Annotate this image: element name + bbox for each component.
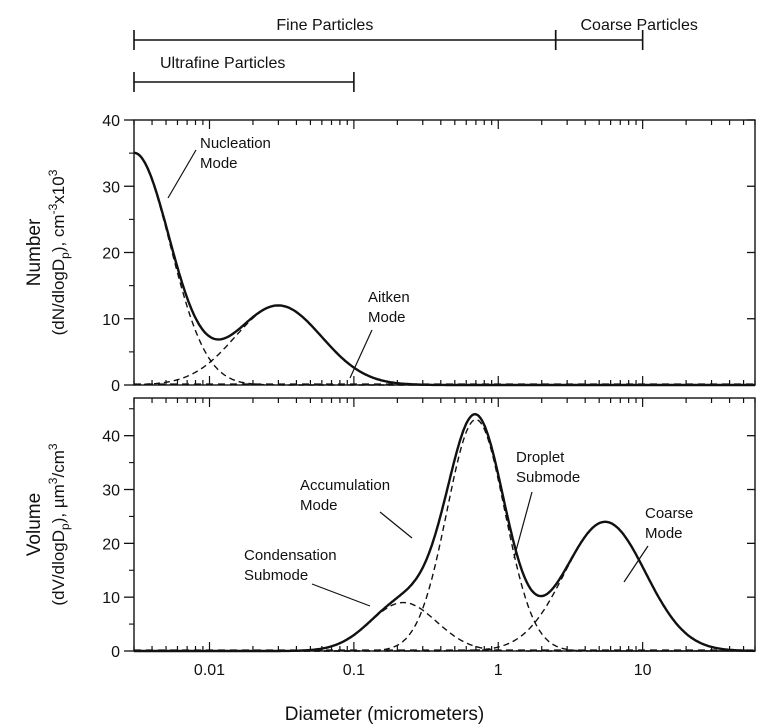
y-axis-label-line2: (dN/dlogDp), cm-3x103	[46, 169, 72, 335]
annotation-label: Nucleation	[200, 135, 271, 152]
y-axis-label-part: 3	[46, 443, 60, 450]
annotation-label: Coarse	[645, 505, 693, 522]
y-axis-label-part: ), cm	[49, 214, 68, 252]
y-tick-label: 30	[102, 179, 120, 196]
volume-distribution-panel: 0 10 20 30 40 Accumulation Mode Droplet Submode C…	[24, 397, 756, 661]
annotation-leader	[513, 491, 533, 559]
y-tick-label: 40	[102, 429, 120, 446]
annotation-label: Mode	[645, 525, 683, 542]
size-range-label: Fine Particles	[276, 17, 373, 34]
y-axis-label-part: -3	[46, 203, 60, 214]
total-distribution-curve	[133, 151, 755, 387]
annotation-leader	[349, 329, 373, 379]
size-range-label: Ultrafine Particles	[160, 55, 285, 72]
y-axis-label-line2: (dV/dlogDp), µm3/cm3	[46, 443, 72, 605]
annotation-label: Accumulation	[300, 477, 390, 494]
nucleation-mode-curve	[133, 152, 755, 386]
y-axis-label-line1: Number	[24, 218, 45, 286]
condensation-mode-curve	[134, 601, 755, 652]
annotation-label: Droplet	[516, 449, 565, 466]
y-tick-label: 20	[102, 536, 120, 553]
y-tick-label: 30	[102, 483, 120, 500]
y-axis-label-part: p	[58, 252, 72, 259]
y-axis-label-part: (dN/dlogD	[49, 259, 68, 336]
y-axis-label-part: 3	[46, 169, 60, 176]
x-axis-label: Diameter (micrometers)	[285, 704, 485, 725]
x-tick-label: 10	[634, 662, 652, 679]
annotation-label: Submode	[516, 469, 580, 486]
annotation-label: Mode	[300, 497, 338, 514]
y-tick-label: 20	[102, 246, 120, 263]
annotation-leader	[167, 149, 197, 199]
x-tick-label: 0.01	[194, 662, 225, 679]
y-axis-label-part: 3	[46, 477, 60, 484]
y-axis-label-part: (dV/dlogD	[49, 530, 68, 606]
annotation-leader	[379, 511, 413, 539]
annotation-leader	[311, 583, 371, 607]
annotation-label: Submode	[244, 567, 308, 584]
annotation-label: Mode	[200, 155, 238, 172]
x-tick-label: 0.1	[343, 662, 365, 679]
y-tick-label: 0	[111, 644, 120, 661]
annotation-label: Mode	[368, 309, 406, 326]
x-axis: Diameter (micrometers) 0.01 0.1 1 10	[194, 662, 652, 725]
annotation-leader	[623, 545, 649, 583]
y-axis-label-part: ), µm	[49, 484, 68, 523]
y-axis-label-part: x10	[49, 176, 68, 203]
y-tick-label: 10	[102, 590, 120, 607]
y-axis-label-line1: Volume	[24, 493, 45, 556]
annotation-label: Aitken	[368, 289, 410, 306]
x-tick-label: 1	[494, 662, 503, 679]
y-axis-label-part: p	[58, 523, 72, 530]
y-axis-label-part: /cm	[49, 450, 68, 477]
number-distribution-panel: 0 10 20 30 40 Nucleation Mode Aitken Mode Number(…	[24, 113, 756, 395]
annotation-label: Condensation	[244, 547, 337, 564]
aitken-mode-curve	[134, 304, 755, 386]
size-range-label: Coarse Particles	[580, 17, 697, 34]
total-distribution-curve	[134, 412, 756, 653]
size-range-bars: Fine Particles Coarse Particles Ultrafine …	[133, 17, 698, 92]
y-tick-label: 10	[102, 312, 120, 329]
y-tick-label: 0	[111, 378, 120, 395]
y-tick-label: 40	[102, 113, 120, 130]
